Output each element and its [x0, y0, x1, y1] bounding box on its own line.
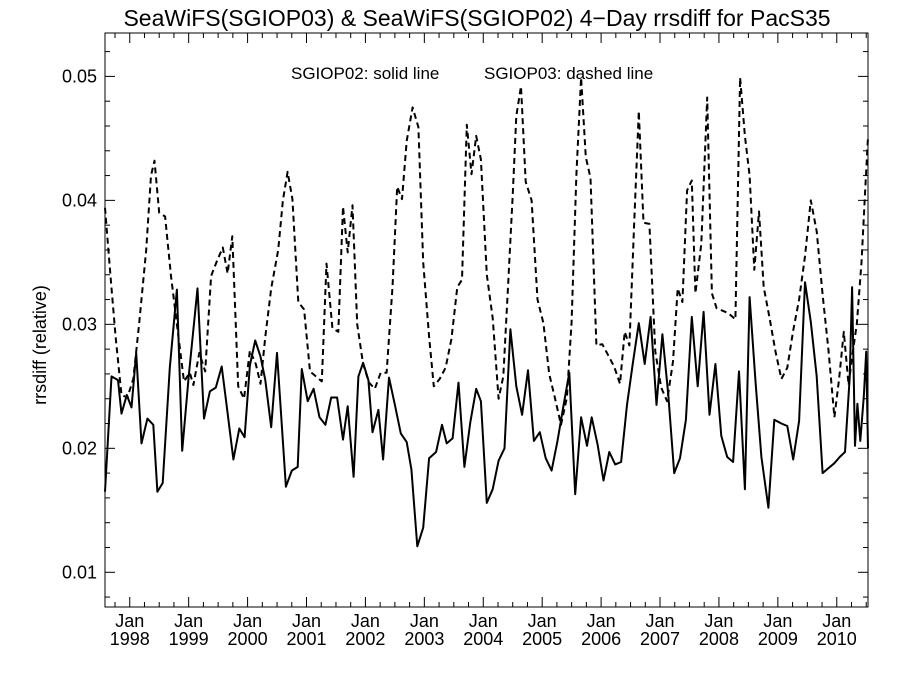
chart-title: SeaWiFS(SGIOP03) & SeaWiFS(SGIOP02) 4−Da…	[123, 5, 830, 31]
sgiop03-dashed-line	[104, 76, 869, 426]
y-axis-label: rrsdiff (relative)	[30, 285, 50, 405]
y-tick-label: 0.02	[62, 438, 97, 458]
x-tick-month-label: Jan	[469, 611, 498, 631]
x-tick-month-label: Jan	[351, 611, 380, 631]
x-tick-year-label: 2001	[286, 629, 326, 649]
x-tick-year-label: 2004	[463, 629, 503, 649]
x-tick-month-label: Jan	[646, 611, 675, 631]
x-tick-month-label: Jan	[233, 611, 262, 631]
legend-solid-line-note: SGIOP02: solid line	[291, 64, 439, 83]
y-tick-label: 0.04	[62, 190, 97, 210]
x-tick-year-label: 2000	[228, 629, 268, 649]
x-tick-year-label: 1998	[110, 629, 150, 649]
y-tick-label: 0.03	[62, 314, 97, 334]
plot-frame	[104, 32, 869, 608]
x-tick-month-label: Jan	[115, 611, 144, 631]
y-tick-label: 0.01	[62, 562, 97, 582]
sgiop02-solid-line	[104, 281, 869, 548]
x-tick-year-label: 2005	[522, 629, 562, 649]
x-tick-month-label: Jan	[528, 611, 557, 631]
x-tick-month-label: Jan	[704, 611, 733, 631]
legend-dashed-line-note: SGIOP03: dashed line	[484, 64, 653, 83]
x-tick-month-label: Jan	[410, 611, 439, 631]
x-tick-month-label: Jan	[587, 611, 616, 631]
x-tick-year-label: 2007	[640, 629, 680, 649]
x-tick-month-label: Jan	[822, 611, 851, 631]
x-tick-year-label: 2002	[345, 629, 385, 649]
y-tick-label: 0.05	[62, 66, 97, 86]
x-tick-year-label: 2003	[404, 629, 444, 649]
x-tick-year-label: 2009	[758, 629, 798, 649]
x-tick-month-label: Jan	[174, 611, 203, 631]
x-tick-year-label: 2006	[581, 629, 621, 649]
x-tick-year-label: 1999	[169, 629, 209, 649]
x-tick-month-label: Jan	[292, 611, 321, 631]
x-tick-year-label: 2010	[817, 629, 857, 649]
x-tick-month-label: Jan	[763, 611, 792, 631]
x-tick-year-label: 2008	[699, 629, 739, 649]
